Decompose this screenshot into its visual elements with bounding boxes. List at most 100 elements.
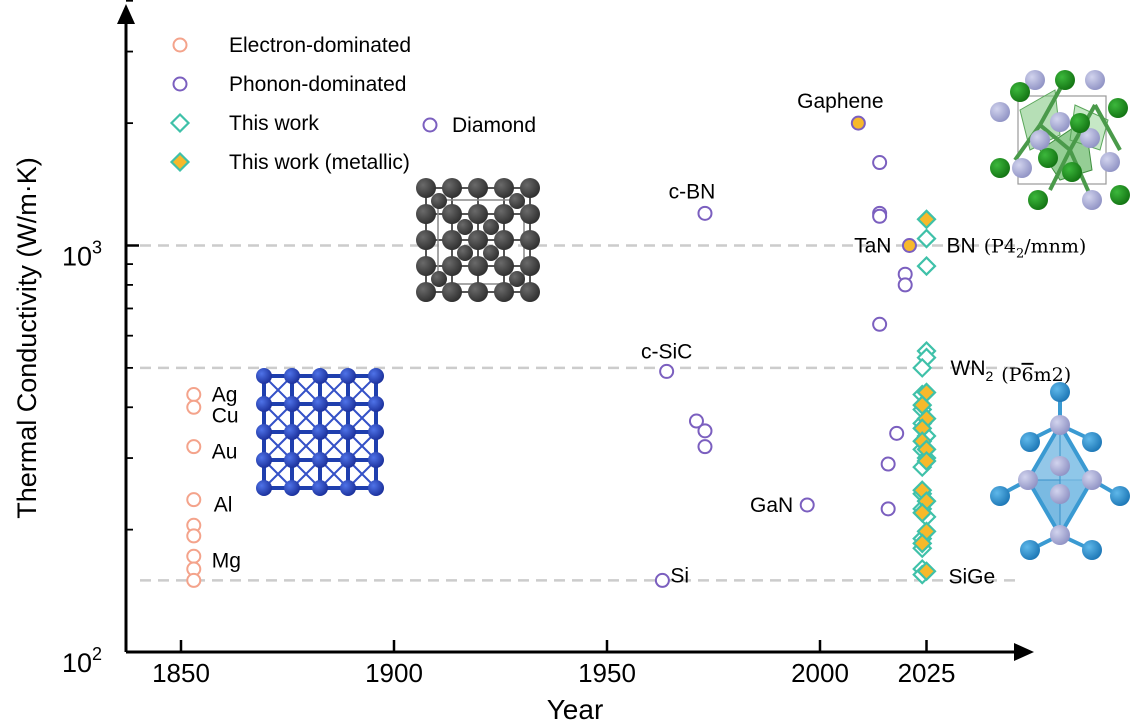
legend-item: This work — [169, 112, 319, 135]
x-axis-title: Year — [547, 694, 604, 725]
phonon-dominated-point — [880, 501, 896, 517]
phonon-dominated-point — [697, 439, 713, 455]
atom-pale — [1025, 70, 1045, 90]
electron-dominated-point — [186, 548, 202, 564]
atom — [468, 282, 488, 302]
atom — [312, 452, 328, 468]
atom — [457, 245, 473, 261]
atom-cyan — [1020, 540, 1040, 560]
legend-label: This work — [229, 112, 319, 135]
legend-label: Electron-dominated — [229, 34, 411, 57]
atom — [494, 204, 514, 224]
electron-dominated-point — [186, 528, 202, 544]
atom — [520, 230, 540, 250]
x-tick-label-2000: 2000 — [791, 658, 849, 688]
atom — [442, 204, 462, 224]
annotation-bn: BN (P42/mnm) — [947, 235, 1087, 262]
highlight-point-tan — [901, 238, 917, 253]
legend-item: Phonon-dominated — [172, 73, 406, 96]
legend-label: Phonon-dominated — [229, 73, 406, 96]
electron-dominated-point — [186, 399, 202, 415]
atom — [416, 256, 436, 276]
atom — [256, 368, 272, 384]
atom — [416, 282, 436, 302]
atom-cyan — [1082, 540, 1102, 560]
atom — [284, 368, 300, 384]
atom — [520, 282, 540, 302]
atom — [431, 193, 447, 209]
annotation-al: Al — [214, 494, 233, 517]
atom-cyan — [1110, 486, 1130, 506]
phonon-dominated-point — [697, 205, 713, 221]
atom-pale — [1050, 484, 1070, 504]
data-points — [186, 115, 937, 588]
annotation-c-bn: c-BN — [669, 180, 716, 203]
atom-green — [1110, 185, 1130, 205]
legend: Electron-dominated Phonon-dominated This w… — [169, 34, 536, 174]
x-tick-label-1950: 1950 — [578, 658, 636, 688]
atom — [284, 480, 300, 496]
legend-marker-circle — [172, 76, 188, 92]
atom — [312, 480, 328, 496]
atom — [256, 424, 272, 440]
atom — [494, 178, 514, 198]
atom — [494, 230, 514, 250]
atom-pale — [1030, 130, 1050, 150]
electron-dominated-point — [186, 492, 202, 508]
phonon-dominated-point — [880, 456, 896, 472]
atom-pale — [1082, 470, 1102, 490]
electron-dominated-point — [186, 386, 202, 402]
legend-marker-diamond — [169, 151, 191, 173]
atom-cyan — [990, 486, 1010, 506]
bond — [1048, 149, 1072, 191]
atom-green — [1062, 162, 1082, 182]
atom-green — [990, 158, 1010, 178]
atom — [312, 424, 328, 440]
atom — [468, 204, 488, 224]
atom-pale — [1050, 112, 1070, 132]
atom — [340, 452, 356, 468]
atom-pale — [990, 102, 1010, 122]
legend-marker-circle — [172, 37, 188, 53]
atom — [457, 219, 473, 235]
this-work-metallic-point — [916, 561, 937, 582]
atom-pale — [1050, 525, 1070, 545]
electron-dominated-point — [186, 439, 202, 455]
phonon-dominated-point — [872, 316, 888, 332]
atom — [284, 424, 300, 440]
atom — [340, 368, 356, 384]
atom-pale — [1100, 152, 1120, 172]
bn-p42mnm-structure-illustration — [990, 70, 1130, 210]
atom-pale — [1082, 190, 1102, 210]
axes — [117, 0, 1034, 661]
atom — [483, 219, 499, 235]
legend-item: Diamond — [422, 114, 536, 137]
bond — [1013, 123, 1042, 162]
atom — [442, 256, 462, 276]
annotation-wn: WN2 (P6m2) — [951, 357, 1072, 386]
electron-dominated-point — [186, 572, 202, 588]
y-axis-title: Thermal Conductivity (W/m·K) — [12, 157, 42, 519]
atom — [468, 230, 488, 250]
atom — [284, 452, 300, 468]
atom — [416, 178, 436, 198]
x-axis-arrowhead — [1014, 643, 1034, 661]
reference-gridlines — [140, 244, 1022, 582]
annotation-mg: Mg — [212, 549, 241, 572]
atom — [468, 256, 488, 276]
atom — [494, 256, 514, 276]
atom — [494, 282, 514, 302]
this-work-metallic-point — [916, 450, 937, 472]
phonon-dominated-point — [697, 423, 713, 439]
bond — [1058, 478, 1094, 537]
atom-pale — [1012, 158, 1032, 178]
diamond-structure-illustration — [416, 178, 540, 302]
atom-cyan — [1082, 432, 1102, 452]
atom — [312, 396, 328, 412]
atom-pale — [1050, 415, 1070, 435]
annotation-ag: Ag — [212, 383, 238, 406]
phonon-dominated-point — [688, 413, 704, 429]
atom-green — [1070, 113, 1090, 133]
highlight-point-gaphene — [850, 115, 866, 131]
bond — [1058, 423, 1094, 482]
